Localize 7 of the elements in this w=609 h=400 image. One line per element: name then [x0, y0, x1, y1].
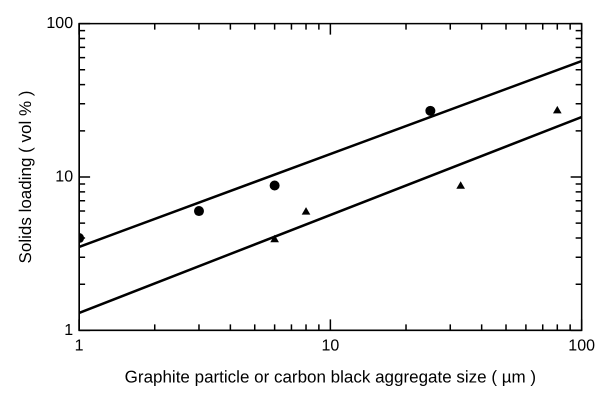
x-axis-title: Graphite particle or carbon black aggregate size ( µm )	[124, 367, 536, 386]
y-tick-label: 1	[64, 322, 74, 339]
y-axis-title: Solids loading ( vol % )	[16, 90, 35, 264]
y-tick-label: 100	[46, 15, 74, 32]
x-tick-label: 100	[568, 337, 596, 354]
x-tick-label: 10	[321, 337, 340, 354]
y-tick-label: 10	[55, 168, 74, 186]
